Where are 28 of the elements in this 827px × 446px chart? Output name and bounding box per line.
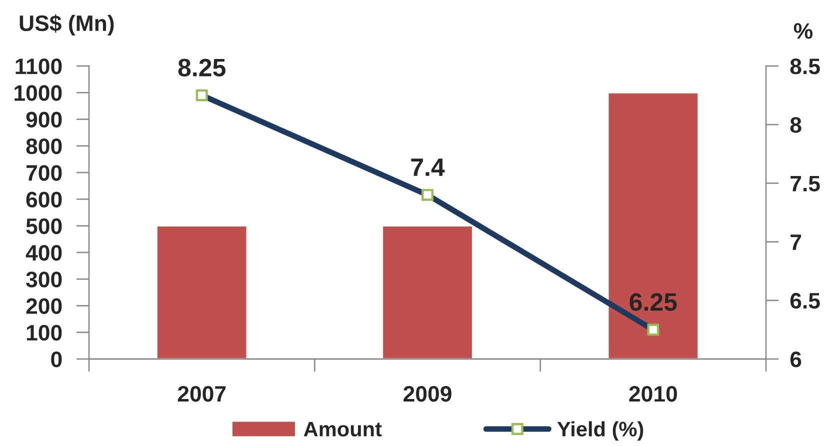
x-tick-label: 2007 [178, 386, 226, 402]
y2-tick-label: 6.5 [790, 292, 820, 309]
x-tick-label: 2009 [404, 386, 452, 402]
y-tick-label: 200 [26, 298, 62, 314]
y-tick-label: 1000 [14, 85, 62, 101]
y-tick-label: 1100 [16, 58, 62, 74]
y-tick-label: 700 [26, 165, 62, 181]
y-tick-label: 500 [26, 218, 62, 234]
y-tick-label: 300 [26, 272, 62, 288]
y2-tick-label: 8.5 [790, 58, 820, 74]
legend-label: Amount [304, 422, 382, 437]
y-axis-title: US$ (Mn) [20, 14, 114, 36]
y2-axis-title: % [794, 23, 813, 39]
y2-tick-label: 7.5 [790, 176, 820, 192]
y-tick-label: 800 [26, 138, 62, 154]
legend-label: Yield (%) [557, 421, 644, 441]
y2-tick-label: 7 [790, 234, 801, 250]
y-tick-label: 100 [26, 324, 62, 341]
y2-tick-label: 6 [790, 352, 802, 368]
x-tick-label: 2010 [629, 386, 677, 402]
y-tick-label: 0 [51, 352, 62, 368]
y2-tick-label: 8 [790, 117, 802, 133]
y-tick-label: 400 [26, 244, 62, 261]
y-tick-label: 600 [26, 192, 62, 208]
data-label: 6.25 [630, 293, 677, 311]
y-tick-label: 900 [26, 112, 62, 128]
data-label: 7.4 [411, 158, 445, 176]
data-label: 8.25 [178, 58, 226, 76]
